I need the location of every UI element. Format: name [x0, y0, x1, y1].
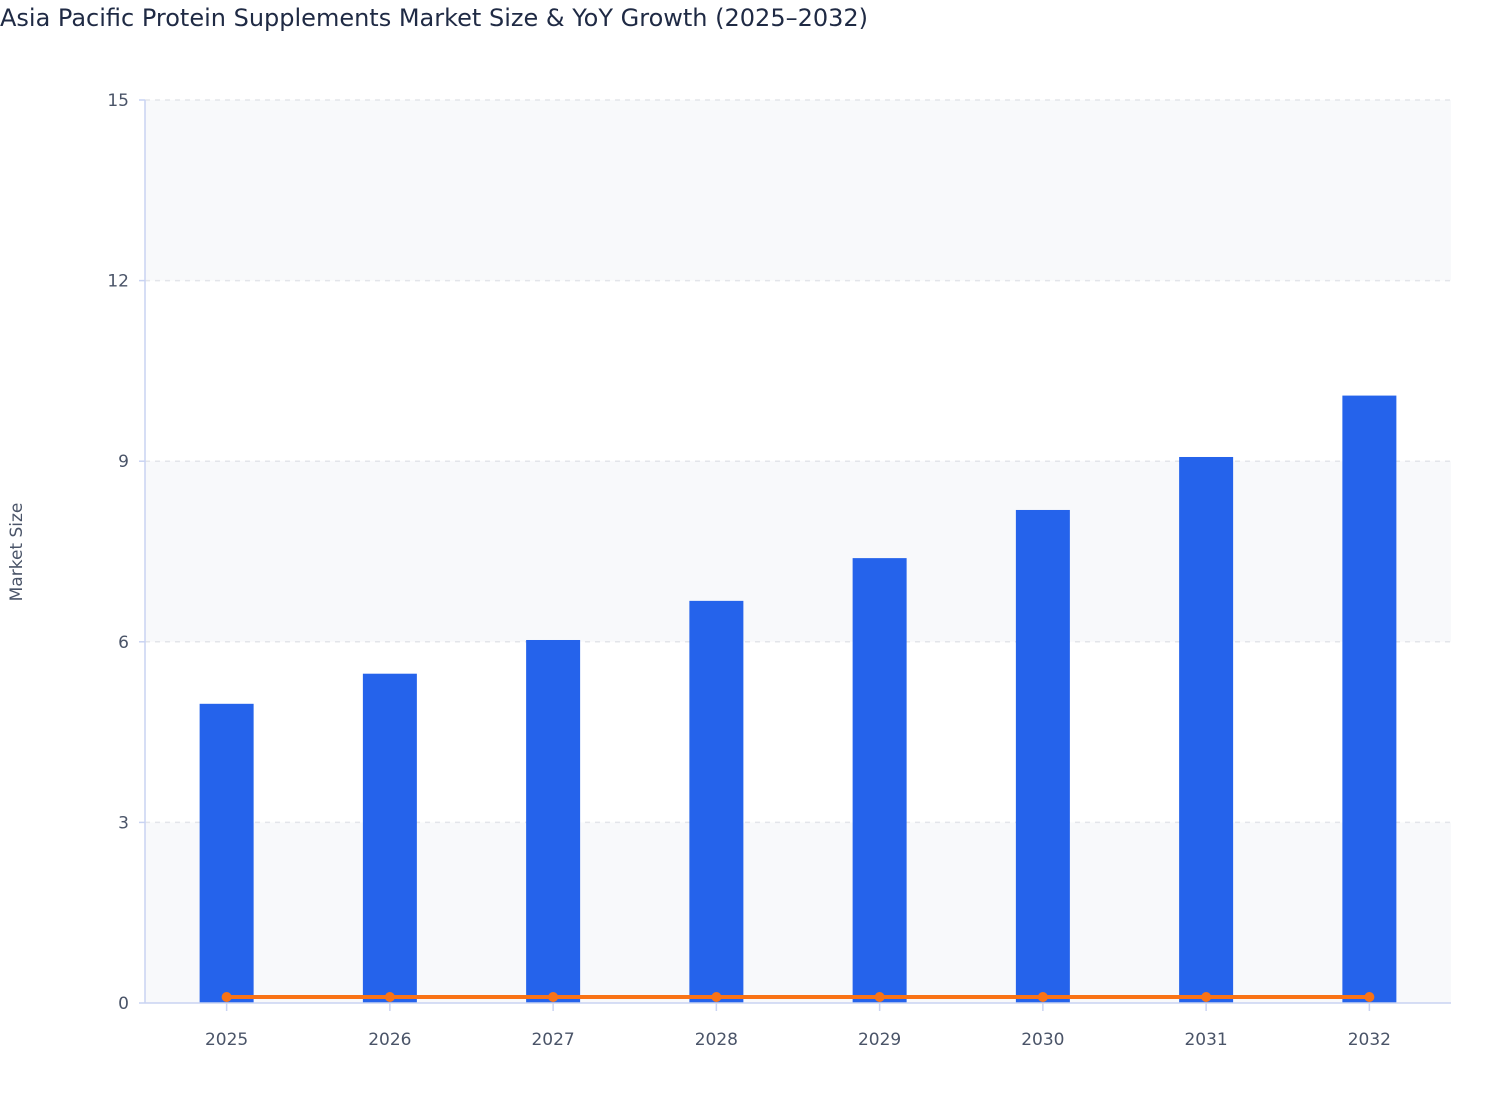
x-tick-label: 2028	[695, 1030, 738, 1050]
growth-point-2029	[874, 991, 885, 1002]
bar-2029	[852, 558, 907, 1003]
bar-2031	[1179, 456, 1234, 1004]
growth-point-2025	[221, 991, 232, 1002]
bar-2030	[1015, 509, 1070, 1003]
growth-point-2026	[384, 991, 395, 1002]
growth-point-2032	[1364, 991, 1375, 1002]
bar-2027	[526, 639, 581, 1003]
growth-point-2027	[548, 991, 559, 1002]
background-band	[145, 100, 1451, 281]
x-tick-label: 2031	[1184, 1030, 1227, 1050]
growth-point-2031	[1201, 991, 1212, 1002]
background-band	[145, 822, 1451, 1003]
x-tick-label: 2026	[368, 1030, 411, 1050]
background-band	[145, 461, 1451, 642]
x-tick-label: 2025	[205, 1030, 248, 1050]
bar-2032	[1342, 395, 1397, 1003]
y-tick-label: 12	[107, 272, 129, 292]
bar-2028	[689, 600, 744, 1003]
bar-2026	[362, 673, 417, 1003]
x-tick-label: 2032	[1348, 1030, 1391, 1050]
x-tick-label: 2030	[1021, 1030, 1064, 1050]
y-tick-label: 6	[118, 633, 129, 653]
x-tick-label: 2027	[531, 1030, 574, 1050]
growth-point-2030	[1037, 991, 1048, 1002]
x-tick-label: 2029	[858, 1030, 901, 1050]
y-axis-label: Market Size	[7, 503, 27, 602]
y-tick-label: 9	[118, 452, 129, 472]
y-tick-label: 3	[118, 813, 129, 833]
growth-point-2028	[711, 991, 722, 1002]
bar-2025	[199, 703, 254, 1003]
chart-title: Asia Pacific Protein Supplements Market …	[0, 4, 869, 32]
y-tick-label: 0	[118, 994, 129, 1014]
y-tick-label: 15	[107, 91, 129, 111]
